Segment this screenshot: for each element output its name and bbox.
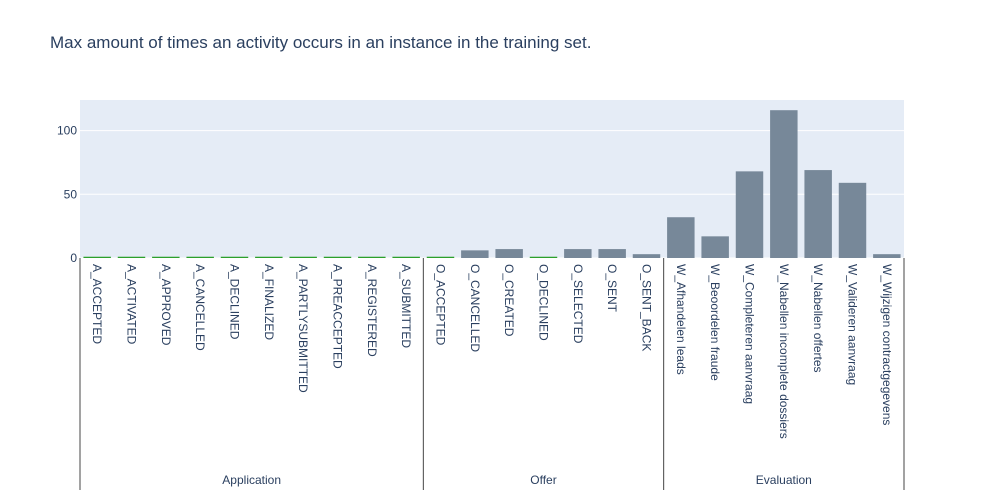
x-tick-label: O_SENT_BACK <box>640 264 654 351</box>
bar <box>735 171 764 258</box>
x-tick-label: A_PREACCEPTED <box>331 264 345 369</box>
bar <box>804 170 832 258</box>
bar <box>186 256 214 258</box>
x-tick-label: A_DECLINED <box>228 264 242 340</box>
group-label: Application <box>222 473 281 487</box>
bar <box>83 256 111 258</box>
x-tick-label: A_APPROVED <box>159 264 173 346</box>
x-tick-label: A_ACTIVATED <box>125 264 139 345</box>
bar <box>358 256 386 258</box>
x-tick-label: A_FINALIZED <box>262 264 276 340</box>
bar <box>632 254 661 258</box>
bar <box>838 182 867 258</box>
y-tick-label: 0 <box>70 251 77 265</box>
group-label: Evaluation <box>756 473 812 487</box>
axes: 0 50 100 A_ACCEPTED A_ACTIVATED A_APPROVED A_C… <box>57 124 905 490</box>
x-tick-label: O_SENT <box>605 264 619 313</box>
x-tick-label: W_Completeren aanvraag <box>743 264 757 404</box>
y-tick-label: 50 <box>64 187 78 201</box>
x-tick-label: W_Valideren aanvraag <box>846 264 860 385</box>
bar <box>701 236 729 258</box>
y-tick-label: 100 <box>57 124 77 138</box>
x-tick-label: A_CANCELLED <box>193 264 207 351</box>
bar <box>564 249 592 258</box>
x-tick-label: W_Beoordelen fraude <box>708 264 722 381</box>
bar <box>873 254 901 258</box>
bar <box>220 256 249 258</box>
bar <box>495 249 523 258</box>
x-tick-label: W_Afhandelen leads <box>674 264 688 375</box>
bar <box>461 250 489 258</box>
bar <box>323 256 352 258</box>
bar <box>289 256 317 258</box>
x-tick-label: O_DECLINED <box>537 264 551 341</box>
bar <box>392 256 420 258</box>
x-tick-label: W_Nabellen offertes <box>811 264 825 373</box>
bars <box>83 110 901 259</box>
x-tick-label: A_SUBMITTED <box>399 264 413 348</box>
x-tick-label: A_REGISTERED <box>365 264 379 357</box>
chart-title: Max amount of times an activity occurs i… <box>50 33 592 52</box>
x-tick-label: W_Nabellen incomplete dossiers <box>777 264 791 439</box>
x-tick-label: A_PARTLYSUBMITTED <box>296 264 310 393</box>
x-tick-label: O_ACCEPTED <box>434 264 448 346</box>
x-tick-label: W_Wijzigen contractgegevens <box>880 264 894 425</box>
bar <box>117 256 146 258</box>
x-tick-label: A_ACCEPTED <box>90 264 104 344</box>
bar <box>598 249 626 258</box>
grid-lines <box>80 130 904 259</box>
group-label: Offer <box>530 473 556 487</box>
x-tick-label: O_CANCELLED <box>468 264 482 352</box>
bar <box>255 256 283 258</box>
bar <box>667 217 695 258</box>
bar <box>152 256 180 258</box>
x-tick-label: O_SELECTED <box>571 264 585 344</box>
x-tick-label: O_CREATED <box>502 264 516 337</box>
bar <box>529 256 558 258</box>
bar <box>770 110 798 259</box>
plot-area <box>80 100 904 258</box>
bar <box>426 256 455 258</box>
